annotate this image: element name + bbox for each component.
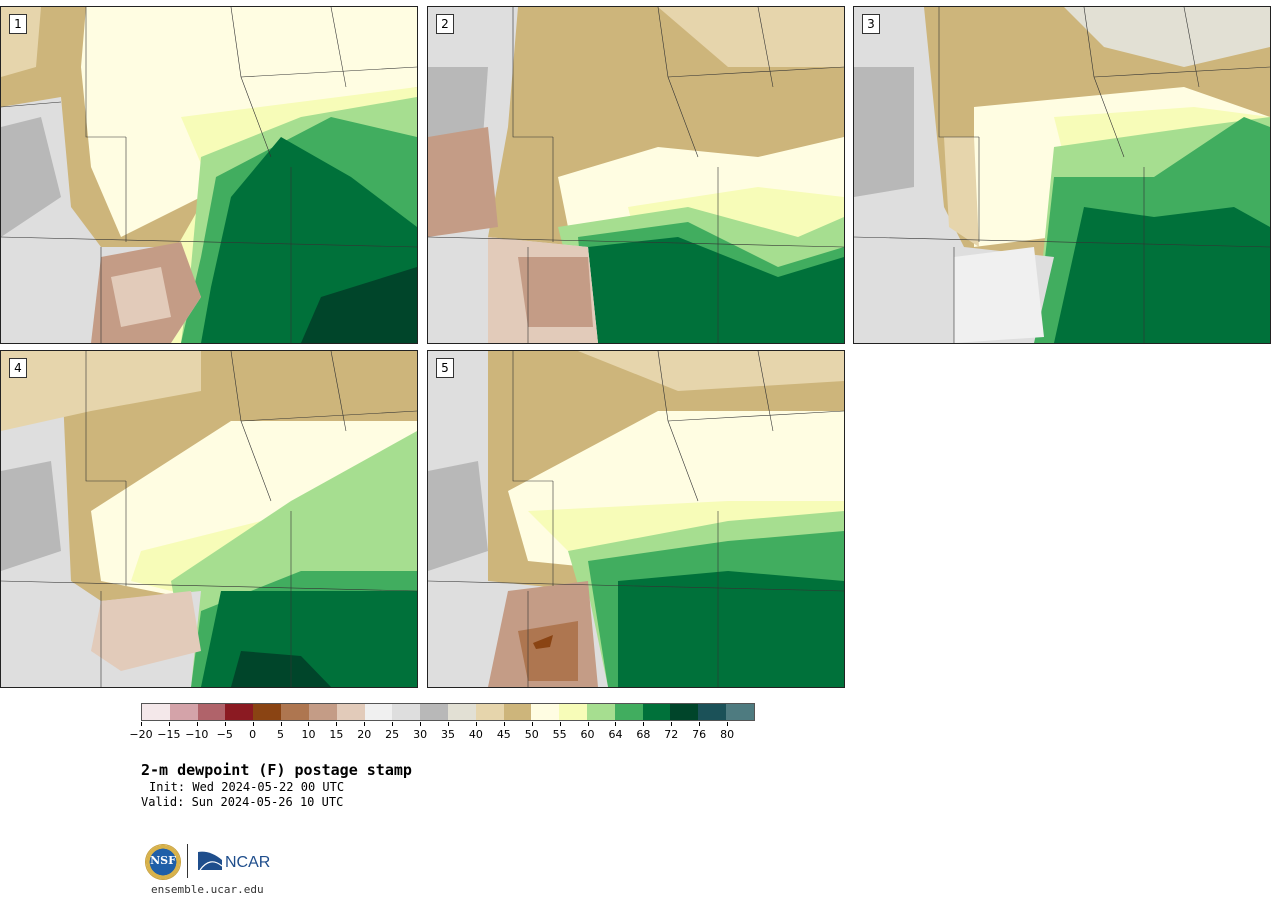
colorbar-ticks: −20 −15 −10 −5 0 5 10 15 20 25 30 35 40 45 50 55 60 64 68 7… <box>129 722 755 742</box>
colorbar-tick-label: −5 <box>216 728 233 741</box>
colorbar-tick <box>699 722 701 726</box>
colorbar-tick-label: 50 <box>524 728 539 741</box>
colorbar-swatch <box>559 704 587 720</box>
member-panel-4: 4 <box>0 350 418 688</box>
colorbar-tick-label: 40 <box>468 728 483 741</box>
colorbar-tick <box>336 722 338 726</box>
colorbar-swatch <box>364 704 393 720</box>
colorbar-tick-label: 80 <box>720 728 735 741</box>
colorbar-tick <box>615 722 617 726</box>
colorbar-swatch <box>447 704 476 720</box>
colorbar-tick-label: −10 <box>185 728 209 741</box>
ncar-logo: NCAR <box>198 851 270 871</box>
colorbar-tick <box>503 722 505 726</box>
colorbar-swatch <box>225 704 254 720</box>
colorbar-tick-label: 72 <box>664 728 679 741</box>
colorbar-tick-label: 45 <box>496 728 511 741</box>
valid-time: Valid: Sun 2024-05-26 10 UTC <box>141 795 344 809</box>
dewpoint-map-1 <box>1 7 417 343</box>
dewpoint-map-4 <box>1 351 417 687</box>
colorbar-swatch <box>420 704 448 720</box>
colorbar-tick <box>448 722 449 726</box>
colorbar-tick-label: 5 <box>277 728 285 741</box>
colorbar-tick-label: 15 <box>329 728 344 741</box>
colorbar-tick-label: 68 <box>636 728 651 741</box>
panel-number: 4 <box>9 358 27 378</box>
dewpoint-colorbar <box>141 703 755 721</box>
colorbar-swatch <box>197 704 226 720</box>
dewpoint-map-5 <box>428 351 844 687</box>
member-panel-5: 5 <box>427 350 845 688</box>
colorbar-tick-label: 25 <box>385 728 400 741</box>
colorbar-swatch <box>475 704 504 720</box>
colorbar-tick <box>671 722 673 726</box>
colorbar-swatch <box>698 704 727 720</box>
member-panel-2: 2 <box>427 6 845 344</box>
colorbar-tick <box>141 722 142 726</box>
nsf-logo-text: NSF <box>150 854 176 867</box>
colorbar-swatch <box>726 704 754 720</box>
colorbar-tick-label: 60 <box>580 728 595 741</box>
colorbar-swatch <box>308 704 337 720</box>
product-title: 2-m dewpoint (F) postage stamp <box>141 761 412 779</box>
colorbar-tick <box>280 722 282 726</box>
colorbar-tick-label: −15 <box>157 728 181 741</box>
colorbar-tick-label: 64 <box>608 728 623 741</box>
colorbar-tick-label: 0 <box>249 728 257 741</box>
colorbar-tick <box>587 722 589 726</box>
colorbar-tick <box>252 722 254 726</box>
colorbar-swatch <box>531 704 560 720</box>
colorbar-swatch <box>503 704 532 720</box>
colorbar-swatch <box>336 704 365 720</box>
colorbar-tick <box>475 722 477 726</box>
colorbar-tick <box>559 722 561 726</box>
member-panel-1: 1 <box>0 6 418 344</box>
colorbar-tick-label: 35 <box>441 728 455 741</box>
colorbar-tick <box>727 722 729 726</box>
colorbar-swatch <box>670 704 699 720</box>
dewpoint-map-2 <box>428 7 844 343</box>
colorbar-swatch <box>253 704 282 720</box>
colorbar-tick <box>224 722 226 726</box>
member-panel-3: 3 <box>853 6 1271 344</box>
colorbar-tick <box>196 722 198 726</box>
panel-number: 2 <box>436 14 454 34</box>
colorbar-swatch <box>587 704 615 720</box>
ncar-logo-text: NCAR <box>225 854 270 871</box>
colorbar-tick <box>420 722 422 726</box>
colorbar-tick <box>392 722 394 726</box>
colorbar-tick <box>643 722 645 726</box>
colorbar-tick-label: 76 <box>692 728 707 741</box>
panel-number: 3 <box>862 14 880 34</box>
colorbar-tick-label: 10 <box>301 728 316 741</box>
site-url: ensemble.ucar.edu <box>151 883 264 896</box>
nsf-logo: NSF <box>145 844 181 880</box>
colorbar-tick-label: 55 <box>552 728 567 741</box>
colorbar-swatch <box>169 704 198 720</box>
colorbar-swatch <box>614 704 643 720</box>
dewpoint-map-3 <box>854 7 1270 343</box>
colorbar-swatch <box>642 704 671 720</box>
colorbar-swatch <box>392 704 421 720</box>
colorbar-tick-label: 20 <box>357 728 372 741</box>
colorbar-swatch <box>281 704 309 720</box>
colorbar-tick <box>364 722 366 726</box>
colorbar-tick-label: −20 <box>129 728 153 741</box>
colorbar-tick <box>531 722 533 726</box>
colorbar-swatch <box>142 704 170 720</box>
colorbar-tick <box>308 722 310 726</box>
colorbar-tick <box>168 722 170 726</box>
panel-number: 5 <box>436 358 454 378</box>
logo-divider <box>187 844 188 878</box>
colorbar-tick-label: 30 <box>413 728 428 741</box>
init-time: Init: Wed 2024-05-22 00 UTC <box>149 780 345 794</box>
panel-number: 1 <box>9 14 27 34</box>
